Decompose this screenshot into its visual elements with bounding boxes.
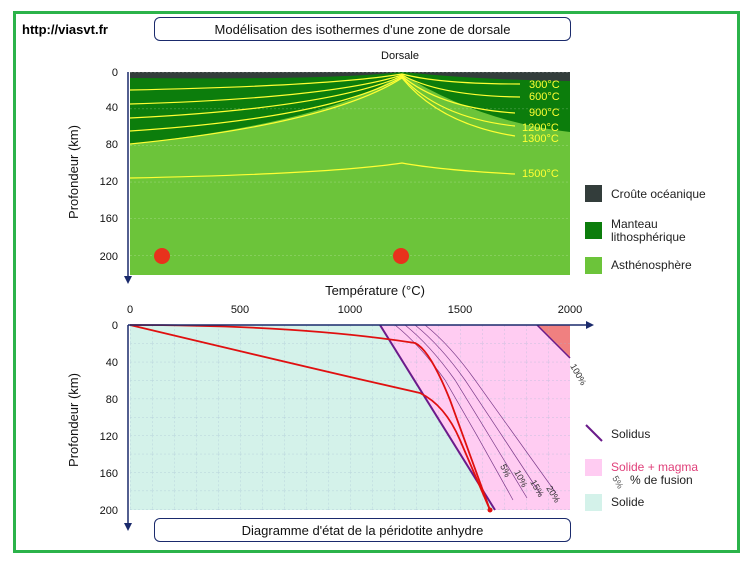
legend-swatch-lithosphere (585, 222, 602, 239)
bottom-y-tick: 120 (100, 431, 118, 443)
isotherm-label-1200: 1200°C (522, 122, 559, 134)
legend-label-lithosphere-1: Manteau (611, 217, 658, 231)
top-y-tick: 160 (100, 213, 118, 225)
fusion-label-100: 100% (568, 362, 588, 387)
bottom-x-tick: 1000 (338, 304, 362, 316)
bottom-x-tick: 0 (127, 304, 133, 316)
isotherm-labels: 300°C 600°C 900°C 1200°C 1300°C 1500°C (522, 79, 560, 180)
isotherm-1200 (129, 76, 516, 132)
top-y-tick: 80 (106, 139, 118, 151)
top-y-axis-arrow (124, 276, 132, 284)
isotherm-label-300: 300°C (529, 79, 560, 91)
bottom-y-tick: 40 (106, 357, 118, 369)
legend-swatch-solidus (585, 424, 603, 442)
top-y-axis-label: Profondeur (km) (66, 125, 81, 219)
bottom-y-axis-arrow (124, 523, 132, 531)
geotherm-ridge (129, 324, 491, 511)
sample-point-ridge[interactable] (393, 248, 409, 264)
liquidus-line (536, 324, 571, 359)
sample-point-left[interactable] (154, 248, 170, 264)
bottom-y-tick: 80 (106, 394, 118, 406)
ridge-label: Dorsale (381, 50, 419, 62)
top-cross-section: 300°C 600°C 900°C 1200°C 1300°C 1500°C D… (66, 50, 570, 284)
fusion-lines (394, 324, 557, 501)
isotherm-300 (129, 73, 521, 91)
bottom-x-ticks: 0 500 1000 1500 2000 (127, 304, 582, 316)
bottom-panel-title: Diagramme d'état de la péridotite anhydr… (154, 518, 571, 542)
geotherm-end-point (487, 507, 493, 513)
bottom-y-tick: 200 (100, 505, 118, 517)
legend-swatch-partial-melt (585, 459, 602, 476)
top-panel-title: Modélisation des isothermes d'une zone d… (154, 17, 571, 41)
legend-label-fusion-percent: % de fusion (630, 473, 693, 487)
isotherm-label-1300: 1300°C (522, 133, 559, 145)
isotherm-1300 (129, 77, 516, 145)
outer-frame (13, 11, 740, 553)
top-y-tick: 120 (100, 176, 118, 188)
isotherm-600 (129, 74, 521, 105)
bottom-grid (130, 325, 570, 510)
isotherm-label-900: 900°C (529, 107, 560, 119)
bottom-y-ticks: 0 40 80 120 160 200 (100, 320, 118, 517)
fusion-line-20 (424, 324, 557, 494)
bottom-x-axis-arrow (586, 321, 594, 329)
isotherm-label-600: 600°C (529, 91, 560, 103)
legend-label-solidus: Solidus (611, 427, 650, 441)
phase-diagram: 5% 10% 15% 20% 100% 0 500 1000 1500 2000… (66, 283, 594, 531)
top-y-ticks: 0 40 80 120 160 200 (100, 67, 118, 263)
legend-label-asthenosphere: Asthénosphère (611, 258, 692, 272)
top-y-tick: 200 (100, 251, 118, 263)
bottom-y-tick: 160 (100, 468, 118, 480)
bottom-y-axis-label: Profondeur (km) (66, 373, 81, 467)
isotherm-1500 (129, 162, 516, 179)
bottom-y-tick: 0 (112, 320, 118, 332)
legend-fusion-glyph: 5% (610, 474, 625, 490)
bottom-legend: Solidus Solide + magma 5% % de fusion So… (585, 424, 698, 511)
legend-label-lithosphere-2: lithosphérique (611, 230, 686, 244)
legend-label-solid: Solide (611, 495, 645, 509)
fusion-line-15 (414, 324, 542, 496)
legend-swatch-solid (585, 494, 602, 511)
geotherms (129, 324, 491, 511)
bottom-x-tick: 500 (231, 304, 249, 316)
legend-swatch-crust (585, 185, 602, 202)
top-y-tick: 40 (106, 102, 118, 114)
fusion-label-5: 5% (498, 463, 513, 479)
geotherm-plate (129, 324, 491, 511)
legend-swatch-asthenosphere (585, 257, 602, 274)
fusion-line-5 (394, 324, 514, 501)
bottom-x-tick: 1500 (448, 304, 472, 316)
isotherm-label-1500: 1500°C (522, 168, 559, 180)
isotherm-900 (129, 75, 516, 119)
legend-label-partial-melt: Solide + magma (611, 460, 698, 474)
legend-label-crust: Croûte océanique (611, 187, 706, 201)
top-y-tick: 0 (112, 67, 118, 79)
bottom-x-axis-label: Température (°C) (325, 283, 425, 298)
isotherm-lines (129, 73, 521, 179)
top-legend: Croûte océanique Manteau lithosphérique … (585, 185, 706, 274)
site-label[interactable]: http://viasvt.fr (22, 22, 108, 37)
fusion-line-10 (404, 324, 528, 499)
bottom-x-tick: 2000 (558, 304, 582, 316)
